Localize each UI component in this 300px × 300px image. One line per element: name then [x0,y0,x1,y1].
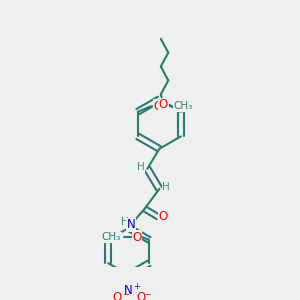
Text: −: − [122,290,129,299]
Text: O: O [158,210,167,223]
Text: CH₃: CH₃ [102,232,121,242]
Text: −: − [144,290,151,299]
Text: O: O [112,291,121,300]
Text: H: H [137,163,145,172]
Text: H: H [121,217,129,227]
Text: CH₃: CH₃ [174,101,193,111]
Text: O: O [132,231,142,244]
Text: O: O [153,100,163,113]
Text: +: + [134,283,140,292]
Text: O: O [136,291,145,300]
Text: N: N [127,218,136,231]
Text: N: N [124,284,133,298]
Text: H: H [162,182,170,193]
Text: O: O [159,98,168,111]
